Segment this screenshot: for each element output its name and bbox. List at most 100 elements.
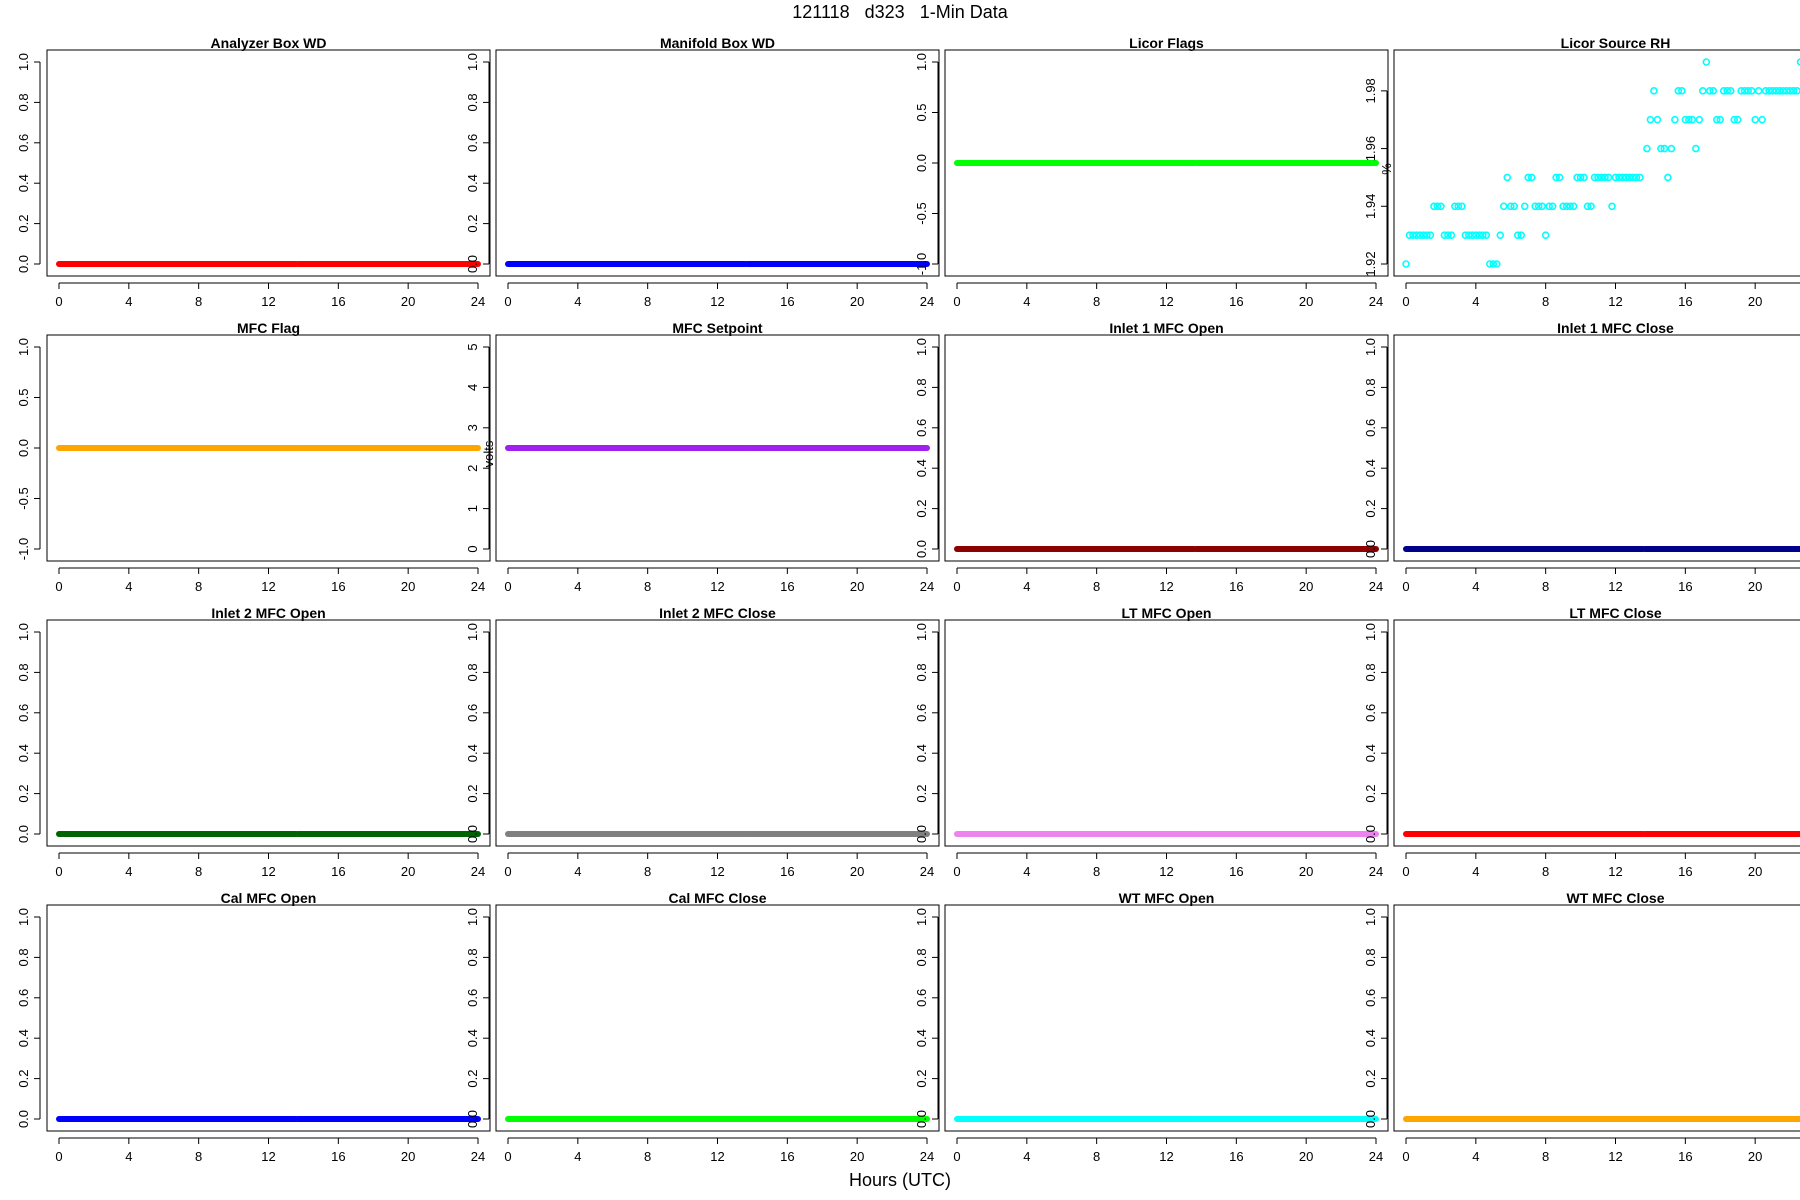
- x-tick-label: 16: [331, 1149, 345, 1164]
- data-point: [1611, 173, 1620, 182]
- panel-title: Cal MFC Open: [221, 890, 317, 906]
- plot-frame: [1393, 619, 1800, 847]
- data-point: [1486, 260, 1494, 268]
- data-point: [1625, 173, 1634, 182]
- y-tick-label: 0.8: [16, 93, 31, 111]
- y-tick-label: -0.5: [914, 202, 929, 224]
- data-point: [1524, 173, 1533, 182]
- y-tick-label: 0.2: [465, 215, 480, 233]
- data-point: [1552, 173, 1560, 182]
- x-tick-label: 12: [1159, 294, 1173, 309]
- y-tick-label: 0.8: [465, 948, 480, 966]
- data-point: [1402, 260, 1410, 268]
- y-tick-label: 0.6: [914, 989, 929, 1007]
- y-tick-label: 0.6: [16, 134, 31, 152]
- y-tick-label: 1.98: [1363, 78, 1378, 103]
- panel: Inlet 2 MFC Close 0 4 8 12 16 20 24 0.0 0.2 0.4 0.6…: [465, 605, 940, 879]
- data-point: [1465, 231, 1473, 239]
- x-tick-label: 8: [1093, 1149, 1100, 1164]
- plot-frame: [495, 904, 940, 1132]
- y-tick-label: 0.8: [914, 378, 929, 396]
- y-tick-label: 0.4: [16, 174, 31, 192]
- y-tick-label: 1.0: [16, 338, 31, 356]
- data-point: [1506, 202, 1515, 211]
- x-tick-label: 4: [1472, 294, 1479, 309]
- x-tick-label: 12: [1608, 864, 1622, 879]
- data-point: [1604, 173, 1613, 182]
- data-point: [1733, 115, 1742, 124]
- x-tick-label: 0: [1402, 294, 1409, 309]
- x-tick-label: 4: [1023, 864, 1030, 879]
- data-point: [1513, 231, 1522, 239]
- y-tick-label: 0: [465, 545, 480, 552]
- y-tick-label: 1: [465, 505, 480, 512]
- data-point: [1681, 115, 1690, 124]
- x-tick-label: 4: [574, 1149, 581, 1164]
- y-tick-label: 1.0: [465, 908, 480, 926]
- y-tick-label: -1.0: [914, 253, 929, 275]
- data-point: [1786, 87, 1794, 95]
- x-tick-label: 16: [780, 1149, 794, 1164]
- panel-title: LT MFC Open: [1122, 605, 1212, 621]
- plot-frame: [944, 49, 1389, 277]
- x-tick-label: 0: [504, 579, 511, 594]
- x-tick-label: 4: [1023, 579, 1030, 594]
- y-tick-label: 0.8: [1363, 948, 1378, 966]
- data-point: [1437, 202, 1445, 211]
- y-tick-label: 0.4: [914, 459, 929, 477]
- y-tick-label: 1.0: [914, 908, 929, 926]
- y-tick-label: 0.4: [1363, 459, 1378, 477]
- x-tick-label: 0: [1402, 579, 1409, 594]
- x-tick-label: 16: [780, 864, 794, 879]
- y-tick-label: 0.2: [16, 1070, 31, 1088]
- data-point: [1601, 173, 1609, 182]
- y-tick-label: 0.6: [1363, 704, 1378, 722]
- y-tick-label: 0.0: [465, 255, 480, 273]
- x-tick-label: 0: [504, 294, 511, 309]
- data-point: [1723, 87, 1732, 95]
- panel-title: Analyzer Box WD: [211, 35, 327, 51]
- data-point: [1716, 115, 1725, 124]
- data-point: [1527, 173, 1536, 182]
- data-point: [1726, 87, 1735, 95]
- panel: Inlet 1 MFC Close 0 4 8 12 16 20 24 0.0 0.2 0.4 0.6…: [1363, 320, 1800, 594]
- data-point: [1590, 173, 1599, 182]
- y-tick-label: 1.0: [16, 908, 31, 926]
- x-tick-label: 12: [1159, 579, 1173, 594]
- x-tick-label: 20: [401, 864, 415, 879]
- y-tick-label: 0.6: [1363, 419, 1378, 437]
- y-tick-label: 0.2: [1363, 785, 1378, 803]
- x-tick-label: 16: [1229, 1149, 1243, 1164]
- plot-frame: [944, 619, 1389, 847]
- data-point: [1793, 87, 1800, 95]
- x-tick-label: 12: [1159, 864, 1173, 879]
- y-tick-label: 0.6: [465, 989, 480, 1007]
- y-tick-label: 0.2: [914, 785, 929, 803]
- data-point: [1430, 202, 1438, 211]
- x-tick-label: 0: [55, 579, 62, 594]
- x-tick-label: 4: [125, 294, 132, 309]
- data-point: [1740, 87, 1749, 95]
- data-point: [1657, 144, 1665, 153]
- data-point: [1664, 173, 1672, 182]
- y-tick-label: 0.6: [914, 704, 929, 722]
- y-tick-label: 1.94: [1363, 194, 1378, 219]
- data-point: [1758, 115, 1766, 124]
- panel: Inlet 2 MFC Open 0 4 8 12 16 20 24 0.0 0.2 0.4 0.6 0…: [16, 605, 491, 879]
- x-tick-label: 0: [55, 294, 62, 309]
- x-tick-label: 16: [780, 579, 794, 594]
- y-tick-label: 1.0: [16, 53, 31, 71]
- panel-title: Licor Flags: [1129, 35, 1204, 51]
- data-point: [1747, 87, 1756, 95]
- panel-title: MFC Flag: [237, 320, 300, 336]
- y-tick-label: 0.0: [16, 439, 31, 457]
- plot-frame: [1393, 334, 1800, 562]
- x-tick-label: 24: [1369, 579, 1383, 594]
- panel-title: Inlet 1 MFC Open: [1109, 320, 1223, 336]
- x-tick-label: 24: [1369, 1149, 1383, 1164]
- x-tick-label: 24: [471, 1149, 485, 1164]
- y-tick-label: 0.8: [914, 663, 929, 681]
- data-point: [1653, 115, 1662, 124]
- x-tick-label: 0: [55, 864, 62, 879]
- data-point: [1719, 87, 1728, 95]
